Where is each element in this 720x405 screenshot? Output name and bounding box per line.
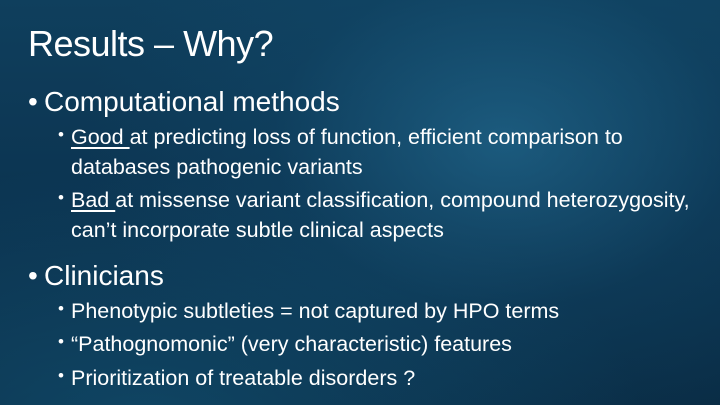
bullet-bad: Bad at missense variant classification, … [58, 186, 698, 245]
slide-body: Computational methods Good at predicting… [28, 80, 698, 394]
bullet-phenotypic-subtleties: Phenotypic subtleties = not captured by … [58, 297, 698, 327]
good-keyword: Good [71, 125, 130, 149]
bullet-prioritization: Prioritization of treatable disorders ? [58, 364, 698, 394]
bullet-good: Good at predicting loss of function, eff… [58, 123, 698, 182]
bullet-pathognomonic-features: “Pathognomonic” (very characteristic) fe… [58, 330, 698, 360]
bullet-computational-methods: Computational methods [28, 84, 698, 119]
bad-keyword: Bad [71, 188, 116, 213]
good-text: at predicting loss of function, efficien… [71, 125, 623, 179]
bullet-clinicians: Clinicians [28, 258, 698, 293]
slide-title: Results – Why? [28, 23, 274, 64]
bad-text: at missense variant classification, comp… [71, 188, 690, 242]
